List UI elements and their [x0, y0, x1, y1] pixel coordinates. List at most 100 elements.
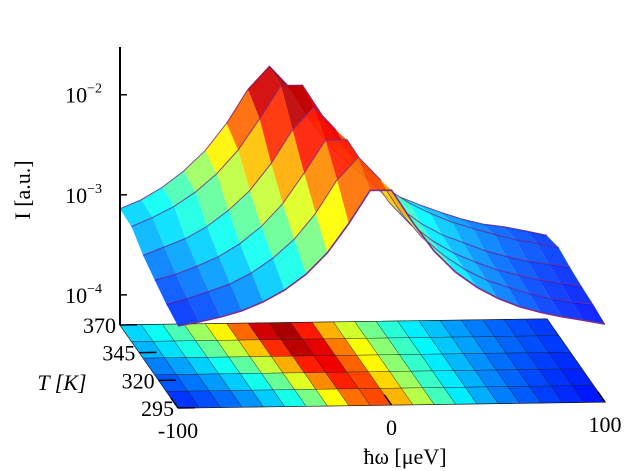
surface-patch [494, 234, 528, 262]
surface-patch [249, 163, 283, 227]
surface-patch [451, 222, 485, 251]
z-axis-label: I [a.u.] [10, 160, 35, 219]
surface-patch [281, 85, 314, 131]
surface-patch [482, 224, 516, 240]
x-tick [597, 391, 606, 403]
surface-patch [560, 283, 594, 305]
surface-patch [465, 270, 499, 299]
surface-patch [294, 213, 328, 275]
x-axis-label: ħω [μeV] [363, 444, 446, 469]
surface-patch [418, 204, 452, 223]
z-tick-exponent: −3 [87, 182, 102, 197]
surface-patch [440, 212, 474, 229]
surface-patch [230, 273, 264, 311]
surface-patch [453, 253, 487, 281]
surface-patch [420, 223, 454, 254]
surface-patch [409, 203, 443, 236]
surface-patch [430, 213, 464, 243]
surface-patch [443, 256, 477, 288]
surface-patch [209, 283, 243, 318]
y-tick-label: 320 [122, 368, 155, 393]
x-tick-label: 100 [589, 412, 622, 437]
surface-patch [226, 89, 260, 151]
z-tick-label: 10−4 [65, 282, 102, 308]
surface-patch [251, 258, 285, 302]
x-tick-label: 0 [386, 415, 397, 440]
surface-patch [120, 200, 153, 227]
y-tick-label: 370 [83, 313, 116, 338]
surface-patch [442, 235, 476, 263]
surface-patch [572, 302, 605, 325]
surface-patch [325, 140, 359, 181]
surface-patch [259, 85, 293, 164]
surface-patch [248, 66, 282, 120]
y-tick-label: 345 [102, 341, 135, 366]
x-tick [170, 397, 179, 409]
surface-patch [537, 243, 571, 268]
z-tick-label: 10−3 [65, 182, 102, 208]
slice-line [177, 189, 606, 327]
surface-patch [527, 261, 561, 284]
surface-patch [154, 274, 188, 305]
surface-patch [261, 204, 295, 259]
surface-patch [473, 228, 507, 257]
surface-patch [517, 275, 551, 300]
surface-patch [475, 262, 508, 288]
z-tick-base: 10 [65, 183, 87, 208]
surface-patch [548, 264, 582, 287]
surface-patch [131, 217, 165, 256]
surface-patch [176, 266, 210, 299]
surface-patch [463, 242, 497, 270]
surface-patch [529, 293, 563, 317]
z-tick-base: 10 [65, 283, 87, 308]
surface-patch [504, 227, 538, 244]
surface-patch [496, 269, 530, 294]
x-tick-label: -100 [158, 418, 198, 443]
surface-patch [164, 238, 198, 275]
surface-patch [461, 219, 495, 235]
surface-patch [304, 140, 338, 214]
surface-patch [240, 226, 274, 274]
surface-patch [484, 250, 518, 276]
y-tick-label: 295 [141, 396, 174, 421]
surface-patch [152, 206, 186, 248]
surface-patch [273, 239, 307, 290]
surface-patch [197, 256, 231, 292]
surface-patch [432, 241, 466, 271]
surface-patch [217, 150, 250, 211]
surface [119, 65, 606, 327]
floor-cell [571, 385, 606, 403]
x-tick [383, 394, 393, 406]
surface-patch [228, 190, 262, 244]
surface-patch [550, 299, 584, 321]
surface-patch [506, 256, 540, 281]
surface-patch [166, 298, 200, 326]
surface-patch [525, 231, 559, 248]
surface-patch [292, 107, 326, 174]
surface-patch [185, 226, 219, 267]
surface-patch [486, 280, 520, 307]
surface-patch [515, 239, 549, 265]
z-tick-label: 10−2 [65, 82, 102, 108]
surface-patch [207, 210, 241, 257]
surface-patch [508, 287, 541, 313]
y-axis-label: T [K] [37, 370, 86, 395]
surface-patch [269, 66, 303, 89]
z-tick-base: 10 [65, 83, 87, 108]
surface-patch [539, 280, 573, 303]
surface-patch [187, 291, 221, 322]
z-tick-exponent: −4 [87, 282, 102, 297]
surface-patch [337, 157, 371, 224]
floor-projection [119, 318, 606, 409]
surface-patch [143, 247, 177, 281]
surface-patch [271, 130, 305, 205]
surface-patch [184, 150, 217, 193]
surface-patch [314, 107, 347, 141]
surface-patch [218, 243, 252, 284]
surface-patch [174, 192, 208, 239]
surface-patch [195, 174, 229, 227]
surface-patch [205, 123, 239, 175]
z-tick-exponent: −2 [87, 82, 102, 97]
